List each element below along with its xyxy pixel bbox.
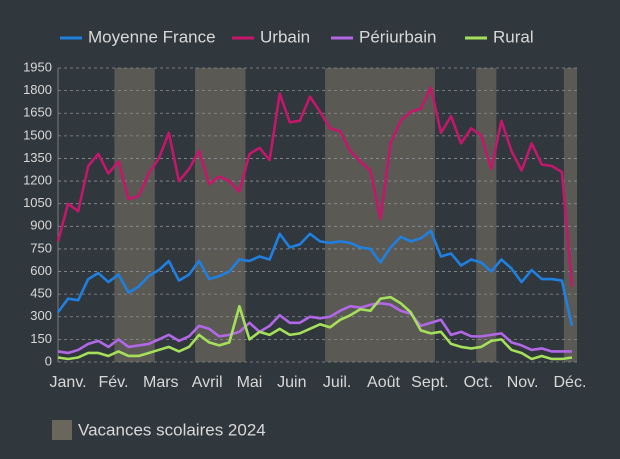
x-tick-label: Janv. bbox=[50, 374, 87, 391]
vacation-band bbox=[563, 68, 577, 362]
y-tick-label: 1650 bbox=[23, 105, 52, 120]
vacation-band bbox=[195, 68, 246, 362]
vacation-band bbox=[476, 68, 497, 362]
legend-swatch bbox=[52, 420, 72, 440]
legend-label: Moyenne France bbox=[88, 27, 216, 46]
x-tick-label: Sept. bbox=[411, 374, 448, 391]
y-tick-label: 750 bbox=[30, 240, 52, 255]
vacation-band bbox=[114, 68, 155, 362]
x-tick-label: Fév. bbox=[98, 374, 128, 391]
y-tick-label: 300 bbox=[30, 308, 52, 323]
legend-label: Rural bbox=[493, 27, 534, 46]
x-tick-label: Nov. bbox=[507, 374, 539, 391]
y-tick-label: 1350 bbox=[23, 150, 52, 165]
legend-label: Urbain bbox=[260, 27, 310, 46]
y-tick-label: 0 bbox=[45, 353, 52, 368]
y-tick-label: 450 bbox=[30, 286, 52, 301]
series-line bbox=[56, 229, 574, 327]
y-tick-label: 1800 bbox=[23, 82, 52, 97]
x-tick-label: Juil. bbox=[323, 374, 351, 391]
x-tick-label: Avril bbox=[192, 374, 223, 391]
x-tick-label: Mars bbox=[143, 374, 179, 391]
y-tick-label: 1200 bbox=[23, 173, 52, 188]
y-tick-label: 1050 bbox=[23, 195, 52, 210]
legend-label: Périurbain bbox=[359, 27, 437, 46]
x-tick-label: Déc. bbox=[553, 374, 586, 391]
series-line bbox=[57, 295, 573, 361]
y-tick-label: 1950 bbox=[23, 59, 52, 74]
y-tick-label: 150 bbox=[30, 331, 52, 346]
x-tick-label: Août bbox=[367, 374, 400, 391]
y-tick-label: 1500 bbox=[23, 127, 52, 142]
x-tick-label: Oct. bbox=[464, 374, 493, 391]
series-line bbox=[56, 86, 574, 287]
series-line bbox=[57, 301, 572, 355]
y-tick-label: 600 bbox=[30, 263, 52, 278]
legend-label: Vacances scolaires 2024 bbox=[78, 420, 266, 439]
x-tick-label: Mai bbox=[237, 374, 263, 391]
y-tick-label: 900 bbox=[30, 218, 52, 233]
x-tick-label: Juin bbox=[277, 374, 306, 391]
